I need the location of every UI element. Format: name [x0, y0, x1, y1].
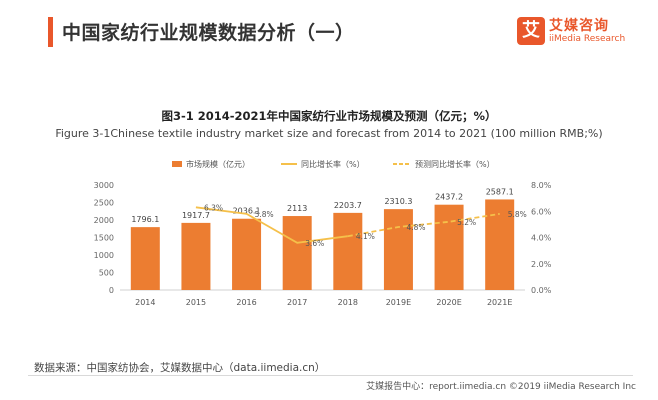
- footer-divider: [28, 375, 633, 376]
- y-left-tick-label: 500: [99, 269, 114, 278]
- y-right-tick-label: 4.0%: [531, 234, 552, 243]
- bar-value-label: 2113: [287, 204, 307, 213]
- growth-rate-label: 6.3%: [204, 203, 223, 212]
- copyright-footer: 艾媒报告中心：report.iimedia.cn ©2019 iiMedia R…: [366, 382, 636, 392]
- bar-value-label: 2203.7: [334, 201, 362, 210]
- bar-value-label: 1917.7: [182, 211, 210, 220]
- forecast-rate-label: 5.8%: [508, 210, 527, 219]
- legend-bar-label: 市场规模（亿元）: [186, 159, 250, 169]
- growth-rate-line: [195, 206, 348, 244]
- bar-value-label: 2036.1: [233, 207, 261, 216]
- bar: [434, 204, 464, 290]
- legend-bar-swatch: [172, 161, 182, 167]
- x-tick-label: 2020E: [436, 298, 461, 307]
- y-left-tick-label: 2000: [94, 216, 114, 225]
- x-tick-label: 2016: [236, 298, 256, 307]
- growth-rate-label: 3.6%: [305, 239, 324, 248]
- x-tick-label: 2015: [186, 298, 206, 307]
- bar: [232, 218, 262, 290]
- brand-logo-icon: 艾: [517, 17, 545, 45]
- bar-value-label: 1796.1: [131, 215, 159, 224]
- bar: [181, 222, 211, 290]
- bar-value-label: 2310.3: [384, 197, 412, 206]
- brand-name-en: iiMedia Research: [549, 34, 626, 44]
- x-tick-label: 2019E: [386, 298, 411, 307]
- y-right-tick-label: 8.0%: [531, 181, 552, 190]
- bar: [282, 216, 312, 290]
- bar: [333, 212, 363, 290]
- title-accent-bar: [48, 17, 53, 47]
- y-right-tick-label: 2.0%: [531, 260, 552, 269]
- y-left-tick-label: 2500: [94, 199, 114, 208]
- x-tick-label: 2021E: [487, 298, 512, 307]
- x-tick-label: 2014: [135, 298, 155, 307]
- brand-logo: 艾 艾媒咨询 iiMedia Research: [517, 15, 637, 51]
- y-left-tick-label: 0: [109, 286, 114, 295]
- page-title: 中国家纺行业规模数据分析（一）: [62, 22, 355, 44]
- x-tick-label: 2018: [338, 298, 358, 307]
- bar: [130, 227, 160, 290]
- x-tick-label: 2017: [287, 298, 307, 307]
- bar-value-label: 2587.1: [486, 187, 514, 196]
- forecast-rate-label: 4.8%: [406, 223, 425, 232]
- legend-forecast-label: 预测同比增长率（%）: [415, 159, 495, 169]
- y-right-tick-label: 0.0%: [531, 286, 552, 295]
- y-left-tick-label: 1500: [94, 234, 114, 243]
- figure-title-en: Figure 3-1Chinese textile industry marke…: [55, 127, 603, 140]
- bar-value-label: 2437.2: [435, 193, 463, 202]
- bar: [383, 209, 413, 290]
- figure-title-cn: 图3-1 2014-2021年中国家纺行业市场规模及预测（亿元；%）: [161, 109, 497, 123]
- growth-rate-label: 4.1%: [356, 232, 375, 241]
- y-left-tick-label: 1000: [94, 251, 114, 260]
- growth-rate-label: 5.8%: [255, 210, 274, 219]
- legend-growth-label: 同比增长率（%）: [301, 159, 365, 169]
- y-right-tick-label: 6.0%: [531, 207, 552, 216]
- brand-name-cn: 艾媒咨询: [549, 18, 609, 34]
- data-source: 数据来源：中国家纺协会，艾媒数据中心（data.iimedia.cn）: [34, 362, 326, 374]
- y-left-tick-label: 3000: [94, 181, 114, 190]
- forecast-rate-label: 5.2%: [457, 218, 476, 227]
- forecast-growth-rate-line: [347, 213, 500, 238]
